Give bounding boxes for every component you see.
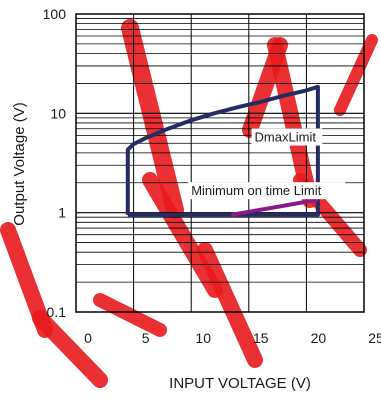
annotation-bg [188,182,346,200]
watermark-stroke-6 [267,37,318,208]
x-axis-title: INPUT VOLTAGE (V) [169,375,311,392]
x-tick-labels: 0 5 10 15 20 25 [84,330,381,346]
x-tick-label: 10 [195,330,211,346]
y-tick-label: 100 [43,6,67,22]
x-tick-label: 15 [253,330,269,346]
watermark-stroke-9 [93,293,167,337]
annotation-label: Minimum on time Limit [191,183,321,198]
series-group [125,84,320,217]
y-tick-label: 0.1 [47,304,67,320]
watermark-stroke-2 [121,19,184,219]
y-tick-label: 10 [50,105,66,121]
y-tick-label: 1 [58,205,66,221]
annotations: DmaxLimit Minimum on time Limit [188,128,346,200]
watermark-stroke-1 [32,310,108,388]
plot-area-border [75,13,365,313]
series-line-min-on-time-limit [231,197,319,217]
x-tick-label: 25 [368,330,381,346]
annotation-label: DmaxLimit [255,130,317,145]
watermark-shapes [0,19,378,388]
series-line-dmax-limit [125,84,320,217]
y-tick-labels: 0.1 1 10 100 [43,6,67,320]
x-tick-label: 20 [311,330,327,346]
watermark-stroke-8 [334,34,378,116]
watermark-stroke-4 [197,242,263,368]
y-axis-title: Output Voltage (V) [11,102,28,225]
x-tick-label: 0 [84,330,92,346]
annotation-bg [251,128,323,146]
x-tick-label: 5 [142,330,150,346]
